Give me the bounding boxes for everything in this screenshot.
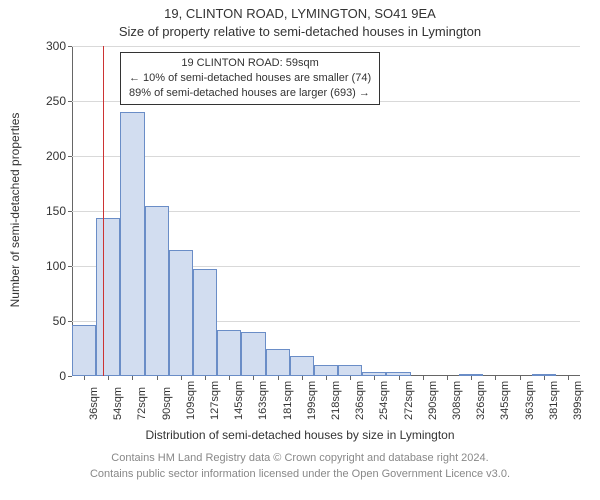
y-tick-label: 0 <box>26 369 66 383</box>
x-tick-mark <box>157 376 158 380</box>
histogram-bar <box>241 332 265 376</box>
x-tick-mark <box>326 376 327 380</box>
histogram-bar <box>96 218 120 376</box>
x-tick-mark <box>399 376 400 380</box>
x-tick-label: 218sqm <box>330 381 342 420</box>
x-tick-mark <box>471 376 472 380</box>
x-tick-mark <box>447 376 448 380</box>
x-tick-label: 127sqm <box>209 381 221 420</box>
x-tick-mark <box>423 376 424 380</box>
y-tick-mark <box>68 266 72 267</box>
x-tick-mark <box>374 376 375 380</box>
x-tick-label: 272sqm <box>403 381 415 420</box>
x-tick-label: 399sqm <box>572 381 584 420</box>
gridline <box>72 156 580 157</box>
x-tick-label: 236sqm <box>354 381 366 420</box>
x-tick-mark <box>229 376 230 380</box>
gridline <box>72 46 580 47</box>
footer-line2: Contains public sector information licen… <box>0 468 600 480</box>
x-tick-label: 199sqm <box>306 381 318 420</box>
info-box-line2: ← 10% of semi-detached houses are smalle… <box>129 71 371 86</box>
x-tick-label: 308sqm <box>451 381 463 420</box>
x-tick-label: 145sqm <box>233 381 245 420</box>
footer-line1: Contains HM Land Registry data © Crown c… <box>0 452 600 464</box>
x-tick-label: 363sqm <box>524 381 536 420</box>
x-tick-mark <box>544 376 545 380</box>
y-tick-mark <box>68 156 72 157</box>
x-tick-label: 36sqm <box>88 387 100 420</box>
property-marker-line <box>103 46 104 376</box>
histogram-bar <box>145 206 169 377</box>
y-tick-label: 300 <box>26 39 66 53</box>
x-tick-label: 163sqm <box>257 381 269 420</box>
y-tick-mark <box>68 211 72 212</box>
histogram-bar <box>290 356 314 376</box>
x-axis-label: Distribution of semi-detached houses by … <box>0 428 600 442</box>
x-tick-label: 109sqm <box>185 381 197 420</box>
x-tick-label: 345sqm <box>499 381 511 420</box>
x-tick-mark <box>205 376 206 380</box>
x-tick-mark <box>350 376 351 380</box>
x-tick-mark <box>132 376 133 380</box>
x-tick-label: 326sqm <box>475 381 487 420</box>
chart-title-line1: 19, CLINTON ROAD, LYMINGTON, SO41 9EA <box>0 6 600 21</box>
x-tick-mark <box>84 376 85 380</box>
histogram-bar <box>72 325 96 376</box>
histogram-bar <box>217 330 241 376</box>
x-tick-label: 90sqm <box>161 387 173 420</box>
y-axis-label: Number of semi-detached properties <box>8 113 22 308</box>
chart-title-line2: Size of property relative to semi-detach… <box>0 24 600 39</box>
y-tick-mark <box>68 46 72 47</box>
y-tick-mark <box>68 376 72 377</box>
info-box-line1: 19 CLINTON ROAD: 59sqm <box>129 56 371 71</box>
y-tick-mark <box>68 321 72 322</box>
x-tick-label: 254sqm <box>378 381 390 420</box>
y-tick-label: 200 <box>26 149 66 163</box>
histogram-bar <box>266 349 290 377</box>
y-tick-mark <box>68 101 72 102</box>
histogram-bar <box>338 365 362 376</box>
x-tick-mark <box>495 376 496 380</box>
x-tick-mark <box>253 376 254 380</box>
histogram-bar <box>193 269 217 376</box>
y-tick-label: 50 <box>26 314 66 328</box>
y-tick-label: 150 <box>26 204 66 218</box>
x-tick-mark <box>181 376 182 380</box>
histogram-bar <box>120 112 144 376</box>
x-tick-mark <box>108 376 109 380</box>
x-tick-label: 290sqm <box>427 381 439 420</box>
histogram-bar <box>314 365 338 376</box>
x-tick-label: 181sqm <box>282 381 294 420</box>
x-tick-label: 72sqm <box>136 387 148 420</box>
y-tick-label: 100 <box>26 259 66 273</box>
info-box: 19 CLINTON ROAD: 59sqm ← 10% of semi-det… <box>120 52 380 105</box>
x-tick-mark <box>302 376 303 380</box>
x-tick-mark <box>568 376 569 380</box>
histogram-bar <box>169 250 193 377</box>
x-tick-mark <box>278 376 279 380</box>
x-tick-label: 381sqm <box>548 381 560 420</box>
info-box-line3: 89% of semi-detached houses are larger (… <box>129 86 371 101</box>
x-tick-mark <box>520 376 521 380</box>
y-tick-label: 250 <box>26 94 66 108</box>
x-tick-label: 54sqm <box>112 387 124 420</box>
